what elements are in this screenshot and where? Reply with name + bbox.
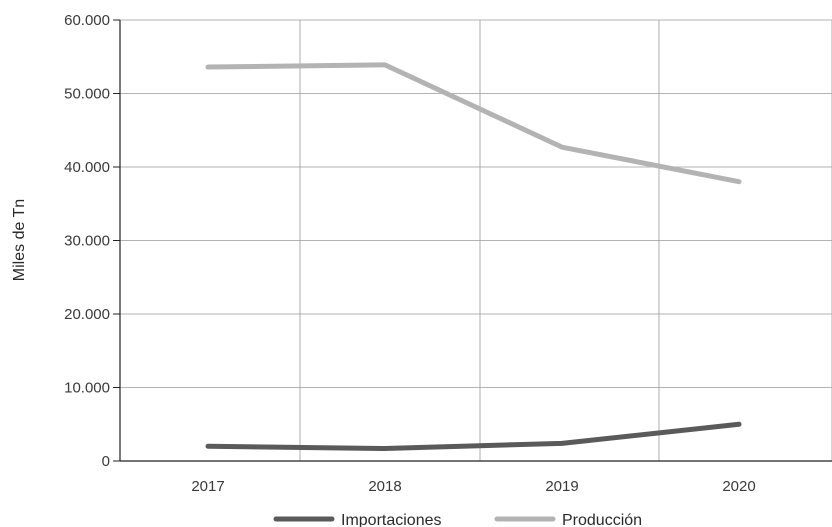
y-tick-label: 40.000	[64, 159, 110, 176]
legend-label: Producción	[562, 512, 642, 527]
y-tick-label: 30.000	[64, 233, 110, 250]
legend: Importaciones Producción	[273, 512, 642, 527]
x-tick-labels: 2017 2018 2019 2020	[191, 478, 755, 495]
y-tick-label: 50.000	[64, 86, 110, 103]
series-lines	[205, 62, 742, 452]
y-axis-label: Miles de Tn	[11, 199, 28, 281]
series-line-producción	[205, 62, 742, 185]
x-tick-label: 2018	[368, 478, 401, 495]
y-tick-label: 20.000	[64, 306, 110, 323]
y-tick-label: 60.000	[64, 12, 110, 29]
series-line-importaciones	[205, 421, 742, 452]
y-tick-label: 0	[102, 453, 110, 470]
legend-label: Importaciones	[341, 512, 442, 527]
y-tick-labels: 0 10.000 20.000 30.000 40.000 50.000 60.000	[64, 12, 120, 470]
grid-lines	[120, 19, 832, 461]
x-tick-label: 2019	[545, 478, 578, 495]
x-tick-label: 2020	[722, 478, 755, 495]
x-tick-label: 2017	[191, 478, 224, 495]
y-tick-label: 10.000	[64, 380, 110, 397]
